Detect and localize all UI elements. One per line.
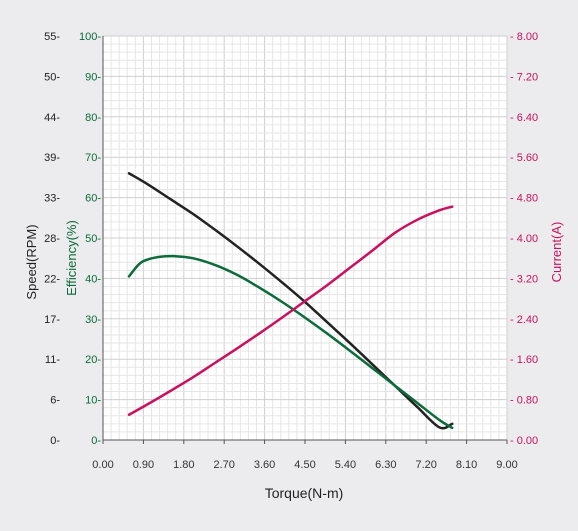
current-tick-label: - 8.00 (510, 31, 538, 43)
x-tick-label: 0.90 (133, 459, 154, 471)
axes: 0.00 0.90 1.80 2.70 3.60 4.50 5.40 6.30 7.20 8.10… (44, 31, 538, 471)
current-tick-label: - 3.20 (510, 273, 538, 285)
efficiency-tick-label: 20- (85, 354, 101, 366)
speed-tick-label: 22- (44, 273, 60, 285)
current-tick-label: - 4.00 (510, 233, 538, 245)
x-axis-label: Torque(N-m) (265, 485, 344, 501)
speed-tick-label: 28- (44, 233, 60, 245)
x-tick-label: 1.80 (173, 459, 194, 471)
efficiency-tick-label: 10- (85, 395, 101, 407)
x-tick-label: 5.40 (335, 459, 356, 471)
efficiency-tick-label: 50- (85, 233, 101, 245)
current-tick-label: - 4.80 (510, 193, 538, 205)
speed-tick-label: 39- (44, 152, 60, 164)
current-tick-label: - 7.20 (510, 71, 538, 83)
current-tick-label: - 0.00 (510, 435, 538, 447)
axis-labels: Torque(N-m) Speed(RPM) Efficiency(%) Cur… (24, 220, 564, 501)
x-tick-label: 8.10 (456, 459, 477, 471)
speed-curve (127, 172, 454, 430)
speed-tick-label: 33- (44, 193, 60, 205)
speed-tick-label: 44- (44, 112, 60, 124)
x-tick-label: 0.00 (92, 459, 113, 471)
efficiency-tick-label: 0- (91, 435, 101, 447)
current-tick-label: - 5.60 (510, 152, 538, 164)
efficiency-curve (127, 254, 454, 430)
speed-axis-label: Speed(RPM) (24, 224, 39, 299)
efficiency-tick-label: 80- (85, 112, 101, 124)
series-lines (127, 172, 454, 430)
efficiency-axis-label: Efficiency(%) (64, 220, 79, 296)
efficiency-tick-label: 70- (85, 152, 101, 164)
current-curve (127, 205, 454, 416)
efficiency-tick-label: 100- (79, 31, 101, 43)
efficiency-tick-label: 30- (85, 314, 101, 326)
speed-tick-label: 55- (44, 31, 60, 43)
x-tick-label: 7.20 (415, 459, 436, 471)
x-tick-label: 4.50 (294, 459, 315, 471)
current-tick-label: - 2.40 (510, 314, 538, 326)
speed-tick-label: 6- (50, 395, 60, 407)
current-tick-label: - 6.40 (510, 112, 538, 124)
efficiency-tick-label: 40- (85, 273, 101, 285)
x-tick-label: 9.00 (496, 459, 517, 471)
speed-tick-label: 11- (45, 354, 60, 366)
x-tick-label: 2.70 (213, 459, 234, 471)
x-tick-label: 6.30 (375, 459, 396, 471)
x-tick-label: 3.60 (254, 459, 275, 471)
speed-tick-label: 0- (50, 435, 60, 447)
speed-tick-label: 50- (44, 71, 60, 83)
current-tick-label: - 1.60 (510, 354, 538, 366)
efficiency-tick-label: 90- (85, 71, 101, 83)
current-tick-label: - 0.80 (510, 395, 538, 407)
current-axis-label: Current(A) (549, 222, 564, 283)
efficiency-tick-label: 60- (85, 193, 101, 205)
speed-tick-label: 17- (44, 314, 60, 326)
